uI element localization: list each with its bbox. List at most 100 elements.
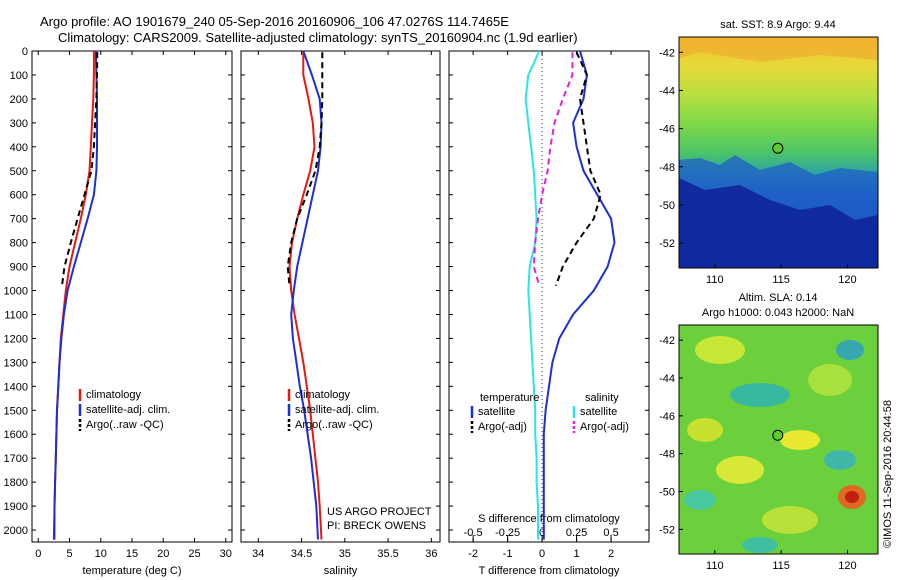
legend-label: satellite-adj. clim. <box>86 404 170 416</box>
copyright-timestamp: ©IMOS 11-Sep-2016 20:44:58 <box>882 400 894 548</box>
sst-map-title: sat. SST: 8.9 Argo: 9.44 <box>720 19 836 31</box>
x-tick-label: 25 <box>188 548 200 560</box>
series-line-satellite-adj-clim- <box>52 50 98 540</box>
s-axis-tick-label: 0.25 <box>566 527 587 539</box>
y-tick-label: 700 <box>10 214 28 226</box>
y-tick-label: 1300 <box>4 357 28 369</box>
plot-frame <box>448 50 650 543</box>
map-y-tick-label: -52 <box>659 524 675 536</box>
legend-label: Argo(..raw -QC) <box>295 419 373 431</box>
y-tick-label: 1700 <box>4 453 28 465</box>
x-tick-label: 20 <box>157 548 169 560</box>
figure-title-line1: Argo profile: AO 1901679_240 05-Sep-2016… <box>40 14 509 29</box>
y-tick-label: 300 <box>10 118 28 130</box>
series-line-s-argo-adj- <box>532 52 574 286</box>
x-tick-label: 36 <box>425 548 437 560</box>
legend-salinity-title: salinity <box>585 392 619 404</box>
y-tick-label: 1400 <box>4 381 28 393</box>
s-axis-tick-label: -0.25 <box>495 527 520 539</box>
map-x-tick-label: 115 <box>772 560 790 572</box>
series-line-s-satellite <box>524 50 541 540</box>
series-line-argo-raw-qc- <box>286 52 324 286</box>
map-y-tick-label: -52 <box>659 238 675 250</box>
sst-map-frame <box>678 36 879 269</box>
x-tick-label: 34.5 <box>291 548 312 560</box>
s-axis-tick-label: -0.5 <box>464 527 483 539</box>
x-tick-label: -2 <box>468 548 478 560</box>
s-axis-tick-label: 0.5 <box>603 527 618 539</box>
salinity-profile-panel: 34 34.5 35 35.5 36 salinity climatology satelli… <box>240 50 441 577</box>
y-tick-label: 1500 <box>4 405 28 417</box>
x-axis-label: salinity <box>324 565 358 577</box>
y-tick-label: 100 <box>10 70 28 82</box>
map-y-tick-label: -46 <box>659 411 675 423</box>
sla-map-title: Altim. SLA: 0.14 <box>739 292 818 304</box>
x-tick-label: 0 <box>539 548 545 560</box>
y-tick-label: 1100 <box>4 309 28 321</box>
map-y-tick-label: -46 <box>659 124 675 136</box>
map-x-tick-label: 115 <box>772 274 790 286</box>
legend-label: climatology <box>295 389 351 401</box>
y-tick-label: 600 <box>10 190 28 202</box>
map-y-tick-label: -50 <box>659 200 675 212</box>
sla-map-frame <box>678 324 879 555</box>
y-tick-label: 1900 <box>4 501 28 513</box>
series-line-argo-raw-qc- <box>61 52 99 286</box>
series-line-satellite-adj-clim- <box>290 50 323 540</box>
y-tick-label: 1600 <box>4 429 28 441</box>
legend-temperature-title: temperature <box>480 392 539 404</box>
sla-map-panel: Altim. SLA: 0.14 Argo h1000: 0.043 h2000… <box>659 292 879 572</box>
project-annotation: PI: BRECK OWENS <box>327 520 426 532</box>
map-x-tick-label: 110 <box>706 560 724 572</box>
plot-frame <box>31 50 233 543</box>
map-y-tick-label: -44 <box>659 373 675 385</box>
y-tick-label: 900 <box>10 262 28 274</box>
y-tick-label: 400 <box>10 142 28 154</box>
y-tick-label: 2000 <box>4 525 28 537</box>
y-tick-label: 500 <box>10 166 28 178</box>
series-line-t-satellite <box>542 50 616 540</box>
y-tick-label: 1200 <box>4 333 28 345</box>
x-tick-label: 30 <box>220 548 232 560</box>
series-line-climatology <box>288 51 323 540</box>
x-axis-label: T difference from climatology <box>479 565 620 577</box>
legend-label: satellite-adj. clim. <box>295 404 379 416</box>
x-tick-label: 35 <box>339 548 351 560</box>
y-tick-label: 1800 <box>4 477 28 489</box>
map-y-tick-label: -44 <box>659 85 675 97</box>
sst-map-panel: sat. SST: 8.9 Argo: 9.44 110 115 120 -42 -44… <box>659 19 879 286</box>
sla-argo-location-marker <box>772 429 784 441</box>
series-line-t-argo-adj- <box>554 51 602 287</box>
map-y-tick-label: -42 <box>659 335 675 347</box>
sst-argo-location-marker <box>772 142 784 154</box>
x-axis-label: temperature (deg C) <box>82 565 181 577</box>
map-y-tick-label: -48 <box>659 449 675 461</box>
legend-label: climatology <box>86 389 142 401</box>
y-tick-label: 1000 <box>4 286 28 298</box>
y-tick-label: 0 <box>22 46 28 58</box>
map-x-tick-label: 110 <box>706 274 724 286</box>
legend-label: Argo(..raw -QC) <box>86 419 164 431</box>
figure-title-line2: Climatology: CARS2009. Satellite-adjuste… <box>58 30 578 45</box>
legend-label: Argo(-adj) <box>580 421 629 433</box>
s-axis-tick-label: 0 <box>539 527 545 539</box>
x-tick-label: 34 <box>252 548 264 560</box>
sla-map-subtitle: Argo h1000: 0.043 h2000: NaN <box>702 307 854 319</box>
legend-label: satellite <box>580 406 617 418</box>
legend-label: Argo(-adj) <box>478 421 527 433</box>
project-annotation: US ARGO PROJECT <box>327 506 432 518</box>
y-tick-label: 200 <box>10 94 28 106</box>
difference-profile-panel: -2 -1 0 1 2 T difference from climatology -0.5… <box>448 50 650 577</box>
y-tick-label: 800 <box>10 238 28 250</box>
x-tick-label: 15 <box>126 548 138 560</box>
x-tick-label: 2 <box>608 548 614 560</box>
map-y-tick-label: -42 <box>659 47 675 59</box>
map-x-tick-label: 120 <box>838 560 856 572</box>
temperature-profile-panel: 0100200300400500600700800900100011001200… <box>4 46 233 577</box>
map-x-tick-label: 120 <box>838 274 856 286</box>
x-tick-label: 0 <box>35 548 41 560</box>
s-axis-label: S difference from climatology <box>478 513 620 525</box>
x-tick-label: 5 <box>66 548 72 560</box>
map-y-tick-label: -50 <box>659 487 675 499</box>
